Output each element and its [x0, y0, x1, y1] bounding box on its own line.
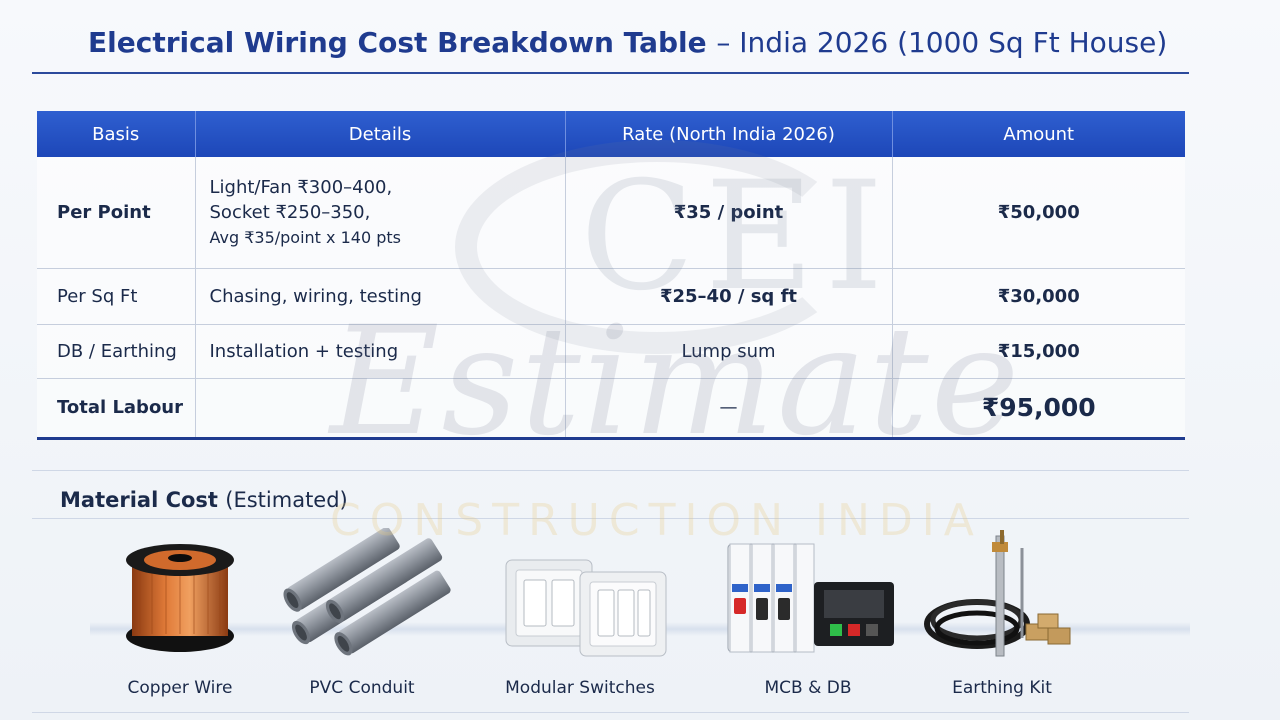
column-header-amount: Amount	[892, 111, 1185, 157]
column-header-rate: Rate (North India 2026)	[565, 111, 893, 157]
table-row: Per Point Light/Fan ₹300–400, Socket ₹25…	[37, 157, 1185, 269]
details-line: Chasing, wiring, testing	[209, 285, 422, 307]
material-item-pvc-conduit: PVC Conduit	[262, 528, 462, 708]
page-title-main: Electrical Wiring Cost Breakdown Table	[88, 26, 707, 59]
section-divider	[32, 470, 1189, 471]
material-item-mcb-db: MCB & DB	[708, 528, 908, 708]
materials-strip: Copper Wire	[0, 528, 1280, 708]
cell-details: Chasing, wiring, testing	[195, 268, 566, 325]
cell-basis: Per Sq Ft	[37, 268, 196, 325]
details-line: Light/Fan ₹300–400,	[209, 176, 393, 198]
cell-details: Light/Fan ₹300–400, Socket ₹250–350, Avg…	[195, 157, 566, 269]
cell-amount: ₹30,000	[892, 268, 1185, 325]
page-title: Electrical Wiring Cost Breakdown Table –…	[88, 26, 1167, 59]
cell-amount: ₹50,000	[892, 157, 1185, 269]
cell-amount: ₹15,000	[892, 324, 1185, 379]
cell-rate: Lump sum	[565, 324, 893, 379]
table-row: Per Sq Ft Chasing, wiring, testing ₹25–4…	[37, 268, 1185, 325]
details-line: Avg ₹35/point x 140 pts	[209, 227, 401, 247]
material-title-sub: (Estimated)	[225, 488, 348, 512]
material-section-title: Material Cost (Estimated)	[60, 488, 348, 512]
pvc-conduit-pipes-icon	[283, 528, 451, 656]
cell-rate: ₹25–40 / sq ft	[565, 268, 893, 325]
material-item-copper-wire: Copper Wire	[80, 528, 280, 708]
page-title-sub: – India 2026 (1000 Sq Ft House)	[716, 26, 1168, 59]
modular-switch-plates-icon	[505, 559, 667, 657]
copper-wire-spool-icon	[126, 544, 234, 652]
cell-details	[195, 378, 566, 439]
column-header-basis: Basis	[37, 111, 196, 157]
material-label: Copper Wire	[127, 678, 233, 698]
material-label: Modular Switches	[505, 678, 655, 698]
details-line: Socket ₹250–350,	[209, 201, 371, 223]
cell-rate: —	[565, 378, 893, 439]
material-label: PVC Conduit	[309, 678, 415, 698]
cell-basis: Per Point	[37, 157, 196, 269]
table-header-row: Basis Details Rate (North India 2026) Am…	[37, 111, 1185, 157]
section-divider	[32, 518, 1189, 519]
material-label: Earthing Kit	[952, 678, 1052, 698]
cell-basis: DB / Earthing	[37, 324, 196, 379]
material-label: MCB & DB	[764, 678, 852, 698]
title-divider	[32, 72, 1189, 74]
cell-details: Installation + testing	[195, 324, 566, 379]
material-title-main: Material Cost	[60, 488, 218, 512]
material-item-earthing-kit: Earthing Kit	[902, 528, 1102, 708]
details-line: Installation + testing	[209, 340, 399, 362]
table-row: DB / Earthing Installation + testing Lum…	[37, 324, 1185, 379]
cell-rate: ₹35 / point	[565, 157, 893, 269]
column-header-details: Details	[195, 111, 566, 157]
cell-amount-total: ₹95,000	[892, 378, 1185, 439]
table-row-total: Total Labour — ₹95,000	[37, 378, 1185, 439]
cell-basis: Total Labour	[37, 378, 196, 439]
footer-divider	[32, 712, 1189, 713]
labour-cost-table: Basis Details Rate (North India 2026) Am…	[37, 111, 1185, 440]
earthing-rod-kit-icon	[924, 530, 1071, 657]
material-item-modular-switches: Modular Switches	[480, 528, 680, 708]
mcb-distribution-board-icon	[727, 543, 894, 653]
